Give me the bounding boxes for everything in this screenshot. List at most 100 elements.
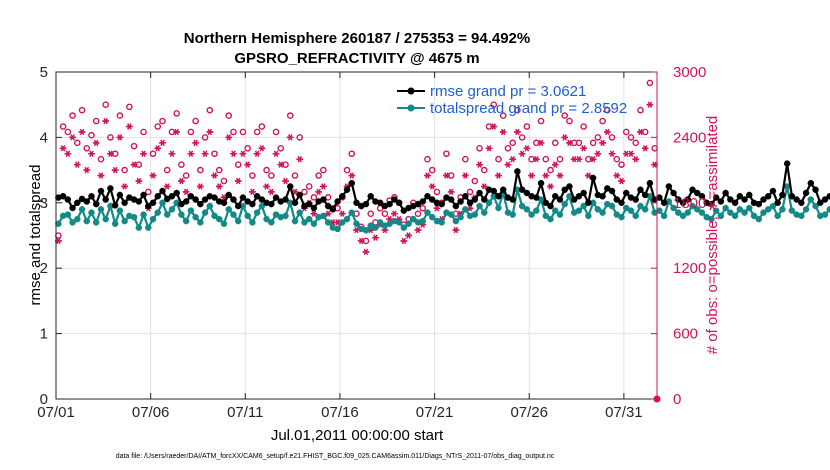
obs-assimilated-point	[116, 134, 124, 141]
totalspread-point	[64, 211, 72, 218]
rmse-point	[168, 193, 176, 200]
obs-possible-point	[130, 142, 138, 150]
obs-possible-point	[192, 117, 199, 125]
totalspread-point	[234, 217, 242, 225]
obs-possible-point	[523, 123, 531, 130]
obs-assimilated-point	[187, 150, 195, 157]
totalspread-point	[741, 209, 748, 216]
totalspread-point	[736, 206, 744, 213]
totalspread-point	[428, 213, 436, 221]
obs-assimilated-point	[230, 150, 237, 157]
obs-assimilated-point	[613, 172, 621, 179]
rmse-point	[268, 200, 275, 208]
y-left-tick-label: 0	[40, 391, 48, 408]
totalspread-point	[263, 215, 270, 223]
obs-possible-point	[367, 210, 374, 217]
y-left-tick-label: 4	[40, 129, 48, 146]
totalspread-point	[372, 224, 379, 231]
rmse-point	[69, 204, 76, 212]
totalspread-point	[282, 212, 289, 220]
rmse-point	[613, 196, 621, 203]
x-tick-label: 07/16	[321, 404, 359, 421]
rmse-point	[230, 196, 237, 203]
totalspread-point	[405, 220, 412, 227]
obs-possible-point	[244, 144, 251, 152]
obs-possible-point	[495, 155, 502, 163]
obs-possible-point	[182, 172, 190, 179]
rmse-point	[339, 193, 346, 200]
totalspread-point	[821, 211, 829, 218]
obs-assimilated-point	[424, 172, 431, 179]
obs-assimilated-point	[121, 183, 128, 190]
totalspread-point	[481, 209, 488, 216]
obs-assimilated-point	[509, 155, 516, 163]
obs-assimilated-point	[140, 150, 147, 157]
rmse-point	[760, 196, 767, 203]
totalspread-point	[656, 207, 663, 214]
obs-assimilated-point	[561, 134, 569, 141]
rmse-point	[722, 189, 729, 197]
totalspread-point	[717, 212, 725, 220]
totalspread-point	[462, 206, 469, 213]
obs-possible-point	[253, 128, 261, 136]
obs-possible-point	[73, 139, 81, 147]
obs-possible-point	[301, 188, 308, 196]
obs-possible-point	[88, 131, 95, 139]
obs-possible-point	[320, 166, 327, 174]
obs-possible-point	[59, 123, 67, 130]
totalspread-point	[750, 212, 758, 220]
totalspread-point	[509, 211, 516, 218]
totalspread-point	[533, 207, 540, 214]
obs-possible-point	[206, 106, 214, 114]
rmse-point	[495, 193, 502, 200]
rmse-point	[187, 193, 195, 200]
obs-possible-point	[414, 210, 422, 217]
obs-assimilated-point	[556, 172, 564, 179]
totalspread-point	[689, 202, 696, 210]
totalspread-point	[698, 209, 706, 216]
y-left-tick-label: 5	[40, 64, 48, 81]
obs-assimilated-point	[575, 155, 583, 163]
totalspread-point	[731, 212, 739, 220]
rmse-point	[675, 196, 682, 203]
totalspread-point	[627, 207, 635, 214]
obs-assimilated-point	[135, 177, 143, 185]
rmse-point	[817, 199, 824, 207]
obs-possible-point	[637, 106, 644, 114]
obs-assimilated-point	[499, 128, 507, 136]
rmse-point	[471, 196, 479, 203]
totalspread-point	[348, 209, 356, 216]
rmse-point	[116, 191, 124, 199]
totalspread-point	[201, 209, 209, 216]
obs-assimilated-point	[320, 183, 327, 190]
obs-possible-point	[343, 166, 351, 174]
obs-possible-point	[296, 134, 304, 141]
series-layer	[55, 79, 830, 403]
obs-possible-point	[140, 128, 147, 136]
obs-possible-point	[499, 112, 507, 119]
obs-possible-point	[433, 188, 441, 196]
obs-possible-point	[102, 101, 109, 108]
obs-assimilated-point	[73, 161, 81, 168]
rmse-point	[135, 198, 143, 205]
totalspread-point	[471, 211, 479, 218]
obs-possible-point	[556, 155, 564, 163]
obs-assimilated-point	[126, 123, 133, 130]
obs-assimilated-point	[537, 139, 545, 147]
rmse-point	[310, 204, 318, 212]
obs-assimilated-point	[372, 234, 379, 241]
obs-assimilated-point	[485, 145, 493, 152]
rmse-point	[802, 189, 810, 197]
totalspread-point	[760, 209, 767, 216]
totalspread-point	[774, 212, 781, 220]
obs-possible-point	[599, 117, 606, 125]
totalspread-point	[807, 196, 815, 203]
obs-possible-point	[291, 172, 299, 179]
chart-title-line2: GPSRO_REFRACTIVITY @ 4675 m	[234, 50, 479, 67]
obs-possible-point	[627, 134, 635, 141]
rmse-point	[320, 196, 327, 203]
obs-possible-point	[286, 112, 294, 119]
obs-possible-point	[589, 139, 597, 147]
rmse-point	[343, 186, 351, 193]
obs-assimilated-point	[201, 150, 209, 157]
